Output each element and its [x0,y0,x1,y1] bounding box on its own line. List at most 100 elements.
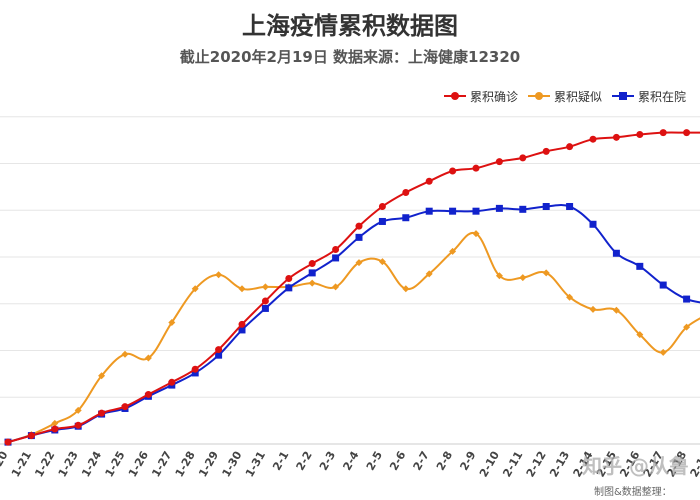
data-point[interactable] [402,188,410,196]
x-tick-label: 1-26 [126,449,151,480]
data-point[interactable] [74,406,82,414]
data-point[interactable] [566,203,574,211]
data-point[interactable] [215,271,223,279]
data-point[interactable] [261,304,269,312]
data-point[interactable] [98,409,106,417]
x-tick-label: 2-11 [500,449,525,479]
data-point[interactable] [542,203,550,211]
data-point[interactable] [98,372,106,380]
data-point[interactable] [285,275,293,283]
data-point[interactable] [261,297,269,305]
x-tick-label: 1-24 [79,449,104,480]
data-point[interactable] [378,203,386,211]
data-point[interactable] [51,419,59,427]
data-point[interactable] [308,269,316,277]
data-point[interactable] [215,346,223,354]
data-point[interactable] [191,365,199,373]
x-tick-label: 2-3 [317,449,338,473]
data-point[interactable] [636,331,644,339]
data-point[interactable] [425,177,433,185]
data-point[interactable] [425,270,433,278]
data-point[interactable] [355,222,363,230]
data-point[interactable] [472,164,480,172]
data-point[interactable] [402,214,410,222]
data-point[interactable] [683,129,691,137]
data-point[interactable] [566,143,574,151]
data-point[interactable] [542,147,550,155]
data-point[interactable] [238,285,246,293]
data-point[interactable] [121,350,129,358]
data-point[interactable] [238,320,246,328]
data-point[interactable] [308,279,316,287]
watermark: 知乎 @从鲁 [582,454,689,478]
x-tick-label: 2-5 [364,449,385,473]
data-point[interactable] [355,259,363,267]
legend-item-suspected[interactable]: 累积疑似 [528,88,602,105]
data-point[interactable] [495,204,503,212]
data-point[interactable] [74,421,82,429]
data-point[interactable] [144,354,152,362]
x-tick-label: 2-6 [387,449,408,473]
chart-title: 上海疫情累积数据图 [242,12,458,40]
data-point[interactable] [425,207,433,215]
data-point[interactable] [4,438,12,446]
data-point[interactable] [355,233,363,241]
data-point[interactable] [378,217,386,225]
data-point[interactable] [285,284,293,292]
data-point[interactable] [636,262,644,270]
data-point[interactable] [472,207,480,215]
data-point[interactable] [215,351,223,359]
data-point[interactable] [168,318,176,326]
data-point[interactable] [449,247,457,255]
x-tick-label: 1-29 [196,449,221,479]
data-point[interactable] [27,432,35,440]
data-point[interactable] [449,167,457,175]
data-point[interactable] [472,230,480,238]
data-point[interactable] [378,258,386,266]
data-point[interactable] [51,425,59,433]
series-line-hospitalized [7,203,700,444]
x-tick-label: 2-1 [270,449,291,473]
data-point[interactable] [332,283,340,291]
data-point[interactable] [191,285,199,293]
data-point[interactable] [589,305,597,313]
data-point[interactable] [144,390,152,398]
data-point[interactable] [659,348,667,356]
data-point[interactable] [659,281,667,289]
data-point[interactable] [495,272,503,280]
data-point[interactable] [121,403,129,411]
data-point[interactable] [402,285,410,293]
data-point[interactable] [659,129,667,137]
chart-legend: 累积确诊 累积疑似 累积在院 [444,88,696,104]
data-point[interactable] [683,295,691,303]
data-point[interactable] [589,135,597,143]
data-point[interactable] [519,274,527,282]
data-point[interactable] [519,154,527,162]
data-point[interactable] [589,220,597,228]
data-point[interactable] [495,158,503,166]
data-point[interactable] [449,207,457,215]
data-point[interactable] [612,306,620,314]
data-point[interactable] [683,323,691,331]
data-point[interactable] [238,326,246,334]
data-point[interactable] [308,260,316,268]
data-point[interactable] [168,378,176,386]
series-hospitalized [4,203,700,446]
legend-item-confirmed[interactable]: 累积确诊 [444,88,518,105]
data-point[interactable] [519,205,527,213]
data-point[interactable] [636,131,644,139]
legend-label-suspected: 累积疑似 [554,89,603,104]
data-point[interactable] [612,249,620,257]
data-point[interactable] [191,369,199,377]
data-point[interactable] [612,133,620,141]
data-point[interactable] [542,269,550,277]
data-point[interactable] [332,246,340,254]
data-point[interactable] [332,254,340,262]
legend-symbol-confirmed [444,90,466,102]
legend-item-hospitalized[interactable]: 累积在院 [612,88,686,105]
x-tick-label: 2-4 [340,449,361,473]
x-tick-label: 2-2 [294,449,315,473]
data-point[interactable] [566,293,574,301]
data-point[interactable] [261,283,269,291]
